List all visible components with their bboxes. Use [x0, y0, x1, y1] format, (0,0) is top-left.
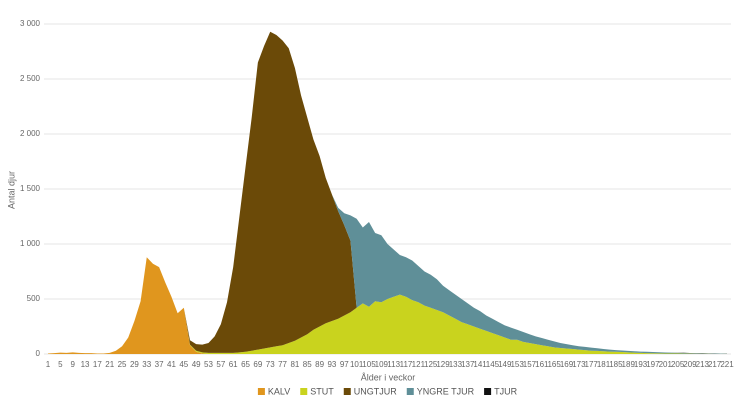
x-tick-label: 213	[696, 360, 710, 369]
x-tick-label: 17	[93, 360, 102, 369]
x-tick-label: 61	[229, 360, 238, 369]
y-tick-label: 500	[27, 294, 41, 303]
x-tick-label: 69	[253, 360, 262, 369]
x-tick-label: 73	[266, 360, 275, 369]
x-tick-label: 105	[362, 360, 376, 369]
x-tick-label: 33	[142, 360, 151, 369]
x-tick-label: 153	[510, 360, 524, 369]
x-tick-label: 9	[70, 360, 75, 369]
x-tick-label: 185	[609, 360, 623, 369]
legend-label: TJUR	[494, 386, 517, 396]
x-tick-label: 5	[58, 360, 63, 369]
x-tick-label: 57	[216, 360, 225, 369]
x-tick-label: 85	[303, 360, 312, 369]
x-tick-label: 141	[473, 360, 487, 369]
x-tick-label: 157	[523, 360, 537, 369]
x-axis-title: Ålder i veckor	[361, 372, 416, 382]
x-tick-label: 177	[585, 360, 599, 369]
x-tick-label: 81	[290, 360, 299, 369]
x-tick-label: 149	[498, 360, 512, 369]
area	[48, 257, 727, 354]
legend-label: STUT	[310, 386, 334, 396]
y-tick-label: 1 000	[20, 239, 41, 248]
x-tick-label: 189	[622, 360, 636, 369]
x-tick-label: 197	[646, 360, 660, 369]
x-tick-label: 29	[130, 360, 139, 369]
x-tick-label: 97	[340, 360, 349, 369]
x-tick-label: 65	[241, 360, 250, 369]
y-axis-title: Antal djur	[6, 171, 16, 209]
x-tick-label: 217	[708, 360, 722, 369]
x-tick-label: 49	[192, 360, 201, 369]
x-tick-label: 13	[81, 360, 90, 369]
x-tick-label: 45	[179, 360, 188, 369]
x-tick-label: 77	[278, 360, 287, 369]
x-tick-label: 193	[634, 360, 648, 369]
x-tick-label: 145	[486, 360, 500, 369]
x-tick-label: 173	[572, 360, 586, 369]
x-tick-label: 113	[387, 360, 400, 369]
legend-swatch	[300, 388, 308, 395]
legend-swatch	[343, 388, 351, 395]
area	[48, 31, 727, 354]
x-tick-label: 101	[350, 360, 364, 369]
y-tick-label: 3 000	[20, 19, 41, 28]
legend-label: KALV	[268, 386, 290, 396]
x-tick-label: 41	[167, 360, 176, 369]
legend-label: UNGTJUR	[354, 386, 397, 396]
x-tick-label: 201	[659, 360, 673, 369]
x-tick-label: 209	[683, 360, 697, 369]
legend-swatch	[484, 388, 492, 395]
x-tick-label: 117	[400, 360, 413, 369]
x-tick-label: 93	[327, 360, 336, 369]
y-tick-label: 1 500	[20, 184, 41, 193]
x-tick-label: 221	[720, 360, 734, 369]
x-tick-label: 169	[560, 360, 574, 369]
x-tick-label: 133	[449, 360, 463, 369]
x-tick-label: 129	[436, 360, 450, 369]
x-tick-label: 21	[105, 360, 114, 369]
x-tick-label: 161	[535, 360, 549, 369]
x-tick-label: 1	[46, 360, 51, 369]
y-tick-label: 0	[36, 349, 41, 358]
x-tick-label: 53	[204, 360, 213, 369]
legend-swatch	[406, 388, 414, 395]
x-tick-label: 121	[412, 360, 426, 369]
x-tick-label: 165	[547, 360, 561, 369]
y-tick-label: 2 500	[20, 74, 41, 83]
legend: KALV STUT UNGTJUR YNGRE TJUR TJUR	[257, 386, 518, 396]
y-tick-label: 2 000	[20, 129, 41, 138]
x-tick-label: 125	[424, 360, 438, 369]
x-tick-label: 25	[118, 360, 127, 369]
x-tick-label: 89	[315, 360, 324, 369]
legend-label: YNGRE TJUR	[417, 386, 475, 396]
x-tick-label: 181	[597, 360, 611, 369]
legend-swatch	[257, 388, 265, 395]
x-tick-label: 37	[155, 360, 164, 369]
x-tick-label: 109	[375, 360, 389, 369]
x-tick-label: 137	[461, 360, 475, 369]
x-tick-label: 205	[671, 360, 685, 369]
